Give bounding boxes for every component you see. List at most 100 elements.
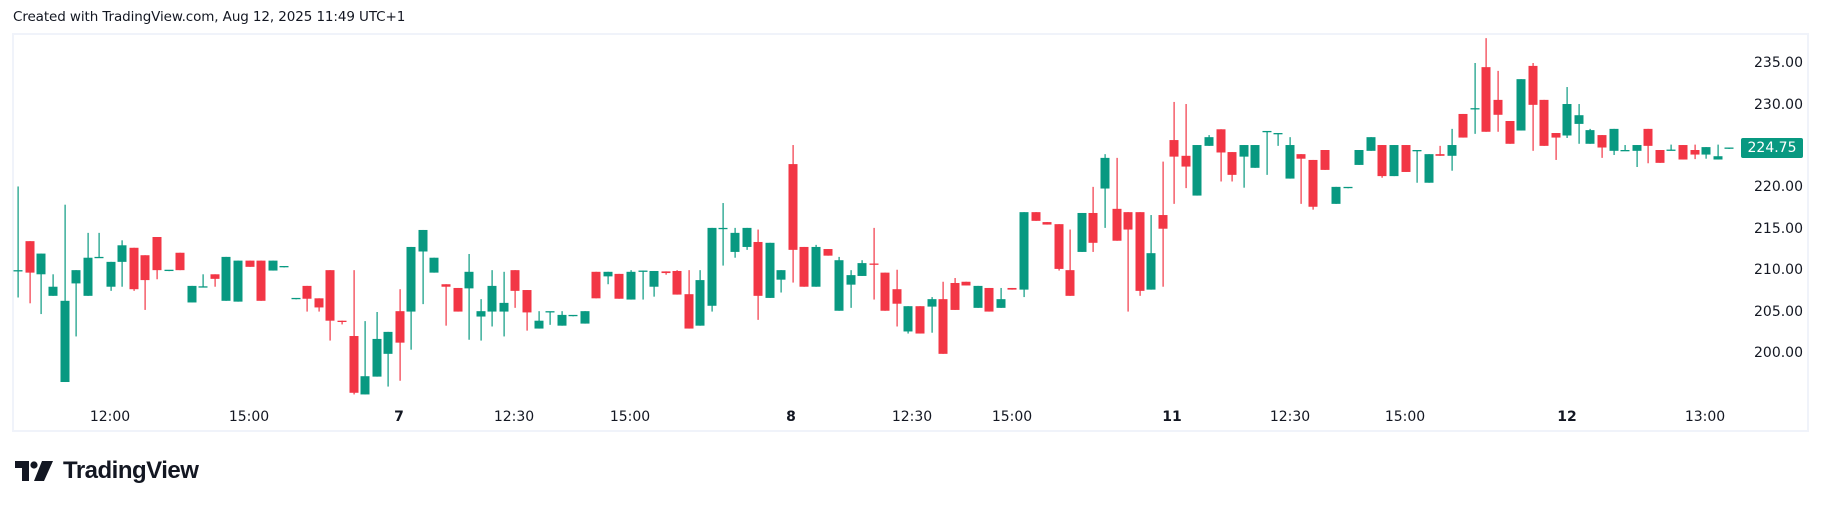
- candle: [695, 270, 705, 326]
- time-tick-label-day: 7: [394, 409, 404, 425]
- candle: [1354, 150, 1364, 165]
- candle: [1724, 147, 1734, 149]
- candle: [1481, 38, 1491, 132]
- candle: [325, 270, 335, 341]
- candle: [776, 270, 786, 293]
- candle: [730, 227, 740, 258]
- candle: [1713, 144, 1723, 160]
- time-tick-label: 15:00: [609, 409, 651, 425]
- candle: [395, 289, 405, 381]
- time-tick-label: 15:00: [1384, 409, 1426, 425]
- candle: [83, 232, 93, 296]
- candle: [1227, 152, 1237, 182]
- candle: [1031, 212, 1041, 221]
- time-tick-label-day: 8: [786, 409, 796, 425]
- candle: [487, 270, 497, 327]
- candle: [707, 227, 717, 312]
- candle: [1597, 135, 1607, 158]
- candle: [1470, 63, 1480, 134]
- candle: [857, 260, 867, 276]
- candle: [938, 281, 948, 354]
- candle: [545, 311, 555, 325]
- candle: [1123, 212, 1133, 312]
- time-tick-label: 13:00: [1684, 409, 1726, 425]
- candle: [71, 270, 81, 337]
- candle: [1112, 157, 1122, 241]
- candle: [1609, 128, 1619, 155]
- tradingview-logo-icon: [15, 461, 53, 481]
- candle: [1169, 101, 1179, 204]
- candle: [291, 297, 301, 300]
- candle: [117, 240, 127, 287]
- candle: [1239, 145, 1249, 188]
- candle: [684, 270, 694, 329]
- candle: [1343, 186, 1353, 189]
- candle: [765, 242, 775, 298]
- candle: [1493, 70, 1503, 132]
- candle: [1620, 145, 1630, 152]
- candle: [256, 260, 266, 301]
- candle: [1701, 147, 1711, 159]
- candle: [1262, 130, 1272, 175]
- candle: [996, 287, 1006, 308]
- candle: [129, 247, 139, 291]
- candle: [383, 331, 393, 387]
- candle: [233, 260, 243, 302]
- candle: [1643, 128, 1653, 164]
- candle: [1250, 145, 1260, 168]
- candle: [499, 271, 509, 337]
- candle: [302, 285, 312, 312]
- candle: [984, 287, 994, 312]
- candle: [1216, 129, 1226, 182]
- candle: [649, 270, 659, 297]
- candle: [1435, 145, 1445, 156]
- candle: [1551, 133, 1561, 160]
- candle: [152, 237, 162, 280]
- candle: [337, 320, 347, 325]
- candle: [1320, 150, 1330, 170]
- chart-frame[interactable]: [12, 33, 1809, 432]
- candle: [557, 311, 567, 326]
- candle: [187, 285, 197, 303]
- candle: [13, 186, 23, 298]
- candle: [140, 255, 150, 310]
- candle: [753, 229, 763, 320]
- candle: [1135, 212, 1145, 296]
- candle: [60, 204, 70, 383]
- candle: [880, 272, 890, 311]
- price-tick-label: 230.00: [1754, 97, 1803, 113]
- candle: [314, 298, 324, 312]
- candle: [1192, 145, 1202, 196]
- time-tick-label-day: 12: [1557, 409, 1577, 425]
- price-tick-label: 200.00: [1754, 345, 1803, 361]
- candle: [25, 241, 35, 304]
- candle: [1666, 144, 1676, 151]
- tradingview-logo[interactable]: TradingView: [15, 457, 199, 484]
- time-tick-label: 15:00: [991, 409, 1033, 425]
- candle: [614, 273, 624, 299]
- candle: [718, 203, 728, 266]
- candle: [1539, 99, 1549, 146]
- candle: [1401, 145, 1411, 172]
- time-tick-label: 12:30: [1269, 409, 1311, 425]
- candle: [221, 256, 231, 301]
- candle: [1019, 212, 1029, 298]
- candle: [36, 253, 46, 315]
- candle: [1366, 137, 1376, 151]
- candle: [418, 229, 428, 305]
- candle: [164, 269, 174, 272]
- candle: [510, 270, 520, 308]
- candle: [1088, 186, 1098, 252]
- candle: [1054, 224, 1064, 271]
- candle: [106, 261, 116, 291]
- candle: [1528, 63, 1538, 151]
- candle: [48, 274, 58, 296]
- candle: [638, 270, 648, 300]
- candle: [661, 271, 671, 275]
- candle: [441, 284, 451, 326]
- created-with-caption: Created with TradingView.com, Aug 12, 20…: [13, 9, 406, 25]
- candle: [1146, 215, 1156, 290]
- price-tick-label: 210.00: [1754, 262, 1803, 278]
- candle: [1412, 150, 1422, 183]
